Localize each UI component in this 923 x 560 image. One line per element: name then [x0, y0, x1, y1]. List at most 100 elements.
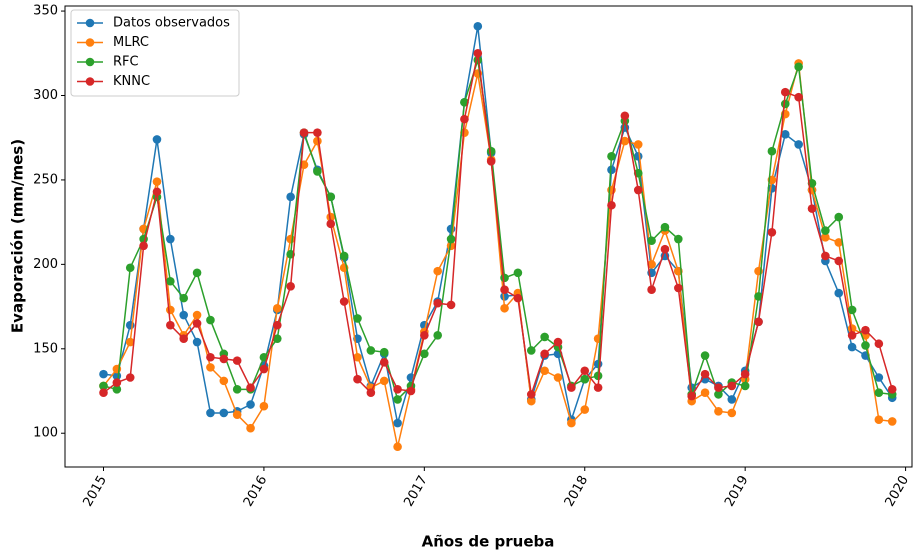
data-point — [272, 334, 282, 343]
data-point — [580, 366, 590, 376]
data-point — [166, 320, 175, 330]
data-point — [874, 388, 884, 397]
data-point — [326, 219, 336, 229]
data-point — [286, 282, 295, 291]
data-point — [714, 390, 723, 399]
data-point — [259, 352, 269, 362]
data-point — [754, 292, 763, 301]
data-point — [834, 288, 844, 298]
data-point — [821, 226, 830, 235]
data-point — [393, 385, 402, 394]
data-point — [433, 298, 443, 308]
data-point — [166, 305, 175, 315]
data-point — [593, 383, 603, 392]
legend-label: Datos observados — [113, 16, 230, 31]
data-point — [874, 339, 884, 349]
data-point — [513, 268, 523, 278]
series-line — [103, 59, 893, 401]
data-point — [420, 349, 429, 359]
data-point — [861, 325, 870, 335]
data-point — [500, 303, 509, 313]
data-point — [500, 285, 509, 294]
data-point — [553, 373, 563, 382]
data-point — [567, 418, 576, 428]
x-tick-label: 2015 — [80, 473, 110, 509]
legend-label: MLRC — [113, 35, 149, 50]
data-point — [379, 376, 389, 386]
data-point — [192, 310, 202, 320]
data-point — [847, 305, 857, 315]
data-point — [567, 383, 576, 392]
data-point — [861, 341, 870, 350]
data-point — [299, 128, 309, 137]
data-point — [152, 135, 162, 144]
data-point — [125, 373, 135, 382]
y-tick-label: 300 — [33, 88, 58, 103]
data-point — [379, 358, 389, 367]
data-point — [780, 87, 790, 97]
data-point — [593, 371, 603, 381]
data-point — [540, 349, 549, 359]
data-point — [687, 391, 696, 401]
data-point — [232, 356, 242, 365]
data-point — [112, 378, 122, 387]
data-point — [660, 244, 670, 254]
data-point — [125, 337, 135, 347]
data-point — [887, 417, 897, 426]
data-point — [206, 363, 215, 372]
data-point — [727, 381, 737, 391]
data-point — [353, 314, 362, 323]
data-point — [526, 346, 536, 355]
data-point — [580, 405, 590, 414]
data-point — [379, 347, 389, 357]
data-point — [99, 381, 108, 391]
legend-marker — [85, 77, 95, 86]
legend-label: KNNC — [113, 74, 150, 89]
data-point — [714, 406, 723, 416]
data-point — [272, 320, 282, 330]
data-point — [647, 236, 656, 246]
data-point — [192, 268, 202, 278]
series-line — [102, 63, 893, 447]
data-point — [834, 238, 844, 247]
data-point — [513, 293, 523, 303]
data-point — [339, 297, 349, 306]
data-point — [446, 234, 456, 244]
data-point — [366, 346, 376, 355]
data-point — [607, 200, 616, 210]
data-point — [259, 364, 269, 374]
data-point — [887, 385, 897, 394]
data-point — [767, 146, 777, 156]
data-point — [821, 233, 830, 242]
legend-box — [70, 9, 240, 97]
data-point — [246, 423, 255, 433]
data-point — [206, 315, 215, 325]
data-point — [152, 177, 162, 186]
data-point — [874, 373, 884, 382]
data-point — [393, 442, 402, 452]
x-tick-label: 2018 — [562, 473, 592, 509]
data-point — [433, 266, 443, 276]
data-point — [700, 388, 710, 397]
data-point — [674, 283, 683, 293]
data-point — [179, 334, 189, 343]
x-axis-label: Años de prueba — [422, 533, 555, 551]
legend-label: RFC — [113, 55, 139, 70]
data-point — [714, 383, 723, 392]
data-point — [313, 167, 322, 176]
data-point — [794, 140, 803, 149]
data-point — [740, 369, 750, 379]
data-point — [647, 260, 656, 269]
data-point — [607, 151, 616, 161]
plot-frame — [64, 5, 913, 468]
data-point — [847, 342, 857, 352]
data-point — [326, 192, 336, 202]
data-point — [460, 114, 469, 124]
data-point — [192, 337, 202, 347]
data-point — [633, 140, 643, 149]
x-tick-label: 2017 — [401, 473, 431, 509]
data-point — [834, 212, 844, 222]
x-tick-label: 2016 — [241, 473, 271, 509]
data-point — [232, 410, 242, 419]
data-point — [166, 276, 175, 286]
